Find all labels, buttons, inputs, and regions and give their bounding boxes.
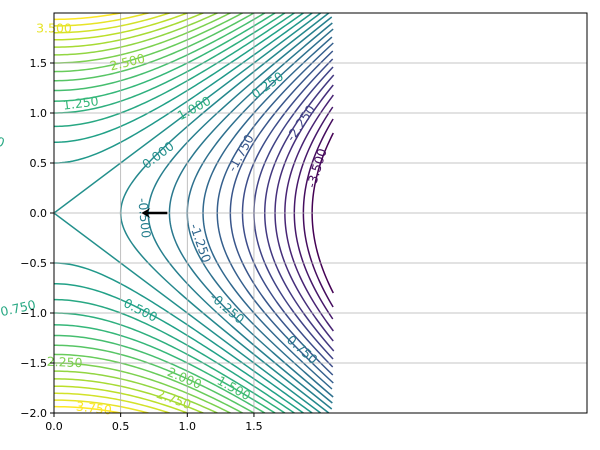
contour-line-17-0 xyxy=(54,13,305,144)
contour-line-16-1 xyxy=(54,262,314,413)
contour-line-29-1 xyxy=(54,399,152,413)
contour-labels: 1.2500.7500.5000.2502.5002.7503.5001.000… xyxy=(0,21,330,418)
y-tick-label-1: −1.5 xyxy=(20,357,47,370)
contour-line-18-1 xyxy=(54,298,296,413)
contour-line-20-1 xyxy=(54,324,277,413)
contour-line-26-0 xyxy=(54,13,205,48)
contour-line-21-1 xyxy=(54,334,267,413)
contour-line-20-0 xyxy=(54,13,277,102)
contour-label-9: 0.000 xyxy=(139,138,177,172)
y-tick-label-4: 0.0 xyxy=(30,207,48,220)
contour-line-28-1 xyxy=(54,392,172,413)
contour-line-23-0 xyxy=(54,13,245,73)
contour-line-27-0 xyxy=(54,13,190,41)
y-axis-ticks: −2.0 −1.5 −1.0 −0.5 0.0 0.5 1.0 1.5 xyxy=(20,57,54,420)
x-tick-label-3: −0.5 xyxy=(0,420,1,433)
contour-line-22-0 xyxy=(54,13,256,82)
contour-line-15-0 xyxy=(54,13,322,214)
y-tick-label-0: −2.0 xyxy=(20,407,47,420)
contour-line-28-0 xyxy=(54,13,172,34)
x-axis-ticks: −2.0−1.5−1.0−0.50.00.51.01.5 xyxy=(0,413,263,433)
contour-line-26-1 xyxy=(54,378,205,413)
contour-label-14: -1.250 xyxy=(187,222,214,265)
x-tick-label-5: 0.5 xyxy=(112,420,130,433)
x-tick-label-4: 0.0 xyxy=(45,420,63,433)
contour-line-16-0 xyxy=(54,13,314,164)
contour-line-17-1 xyxy=(54,282,305,413)
contour-label-0: 1.250 xyxy=(62,93,99,113)
x-tick-label-7: 1.5 xyxy=(245,420,263,433)
y-tick-label-5: 0.5 xyxy=(30,157,48,170)
contour-label-28: 2.250 xyxy=(46,354,82,370)
y-tick-label-7: 1.5 xyxy=(30,57,48,70)
contour-line-24-0 xyxy=(54,13,233,64)
y-tick-label-3: −0.5 xyxy=(20,257,47,270)
x-tick-label-6: 1.0 xyxy=(179,420,197,433)
contour-line-19-1 xyxy=(54,312,287,413)
contour-line-23-1 xyxy=(54,353,245,413)
contour-line-15-1 xyxy=(54,212,322,413)
contour-line-21-0 xyxy=(54,13,267,92)
contour-label-31: 3.750 xyxy=(75,398,112,417)
contour-line-27-1 xyxy=(54,385,190,413)
contour-line-22-1 xyxy=(54,344,256,413)
contour-line-29-0 xyxy=(54,13,152,27)
contour-line-19-0 xyxy=(54,13,287,114)
contour-line-24-1 xyxy=(54,362,233,413)
contour-line-30-0 xyxy=(54,13,125,21)
y-tick-label-6: 1.0 xyxy=(30,107,48,120)
contour-label-1: 0.750 xyxy=(0,124,7,151)
contour-line-25-0 xyxy=(54,13,220,56)
quiver-arrow-2 xyxy=(141,208,168,218)
quiver-arrows xyxy=(141,208,168,218)
contour-label-13: -0.500 xyxy=(135,197,154,239)
y-tick-label-2: −1.0 xyxy=(20,307,47,320)
contour-label-22: 0.500 xyxy=(121,295,160,325)
contour-line-18-0 xyxy=(54,13,296,128)
contour-line-25-1 xyxy=(54,370,220,413)
contour-label-33: 1.500 xyxy=(215,373,254,404)
